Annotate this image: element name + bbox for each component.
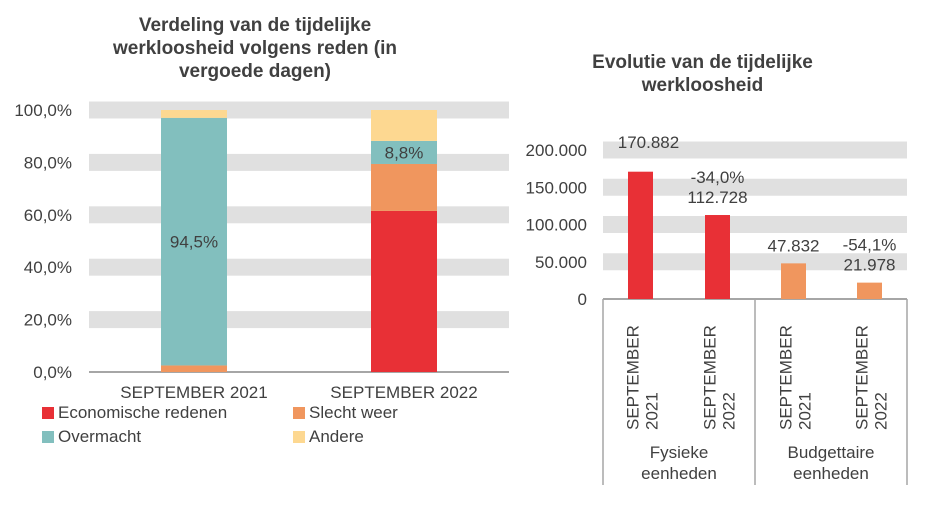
bar <box>781 263 806 299</box>
bar-segment <box>161 117 227 366</box>
gridband <box>89 206 509 224</box>
x-tick-label: SEPTEMBER 2021 <box>120 383 267 402</box>
y-tick-label: 80,0% <box>24 153 72 172</box>
y-tick-label: 50.000 <box>535 253 587 272</box>
right-chart-title: Evolutie van de tijdelijke werkloosheid <box>592 52 813 96</box>
group-label: eenheden <box>793 464 869 483</box>
data-label: 21.978 <box>844 256 896 275</box>
bar <box>857 282 882 299</box>
legend-economische: Economische redenen <box>42 403 227 423</box>
gridband <box>603 178 907 196</box>
legend-slecht-weer: Slecht weer <box>293 403 398 423</box>
x-tick-label: SEPTEMBER2022 <box>853 325 891 430</box>
gridband <box>89 153 509 171</box>
y-tick-label: 200.000 <box>526 141 587 160</box>
bar-segment <box>161 365 227 372</box>
y-tick-label: 60,0% <box>24 206 72 225</box>
gridband <box>603 253 907 271</box>
gridband <box>603 141 907 159</box>
gridband <box>89 311 509 329</box>
x-tick-label: SEPTEMBER 2022 <box>330 383 477 402</box>
y-tick-label: 0,0% <box>33 363 72 382</box>
change-label: -34,0% <box>691 168 745 187</box>
y-tick-label: 20,0% <box>24 311 72 330</box>
group-label: Fysieke <box>650 443 709 462</box>
data-label: 170.882 <box>618 133 679 152</box>
legend-andere: Andere <box>293 427 364 447</box>
bar <box>628 171 653 299</box>
data-label: 47.832 <box>768 236 820 255</box>
gridband <box>603 216 907 233</box>
data-label: 112.728 <box>687 188 747 207</box>
y-tick-label: 0 <box>578 290 587 309</box>
legend-label: Andere <box>309 427 364 446</box>
bar-segment <box>371 110 437 141</box>
legend-swatch <box>42 431 54 443</box>
y-tick-label: 40,0% <box>24 258 72 277</box>
data-label: 8,8% <box>385 143 424 162</box>
group-label: Budgettaire <box>788 443 875 462</box>
change-label: -54,1% <box>843 236 897 255</box>
bar <box>705 215 730 299</box>
left-chart-title: Verdeling van de tijdelijke werkloosheid… <box>112 15 397 82</box>
bar-segment <box>371 210 437 372</box>
legend-label: Slecht weer <box>309 403 398 422</box>
group-label: eenheden <box>641 464 717 483</box>
x-tick-label: SEPTEMBER2021 <box>777 325 815 430</box>
x-tick-label: SEPTEMBER2021 <box>624 325 662 430</box>
gridband <box>89 101 509 119</box>
legend-overmacht: Overmacht <box>42 427 141 447</box>
x-tick-label: SEPTEMBER2022 <box>701 325 739 430</box>
legend-swatch <box>42 407 54 419</box>
y-tick-label: 150.000 <box>526 178 587 197</box>
bar-segment <box>161 110 227 118</box>
legend-label: Overmacht <box>58 427 142 446</box>
legend-swatch <box>293 407 305 419</box>
data-label: 94,5% <box>170 233 218 252</box>
bar-segment <box>371 163 437 211</box>
legend-swatch <box>293 431 305 443</box>
gridband <box>89 258 509 276</box>
legend-label: Economische redenen <box>58 403 228 422</box>
y-tick-label: 100,0% <box>14 101 72 120</box>
bar-segment <box>371 140 437 164</box>
y-tick-label: 100.000 <box>526 216 587 235</box>
